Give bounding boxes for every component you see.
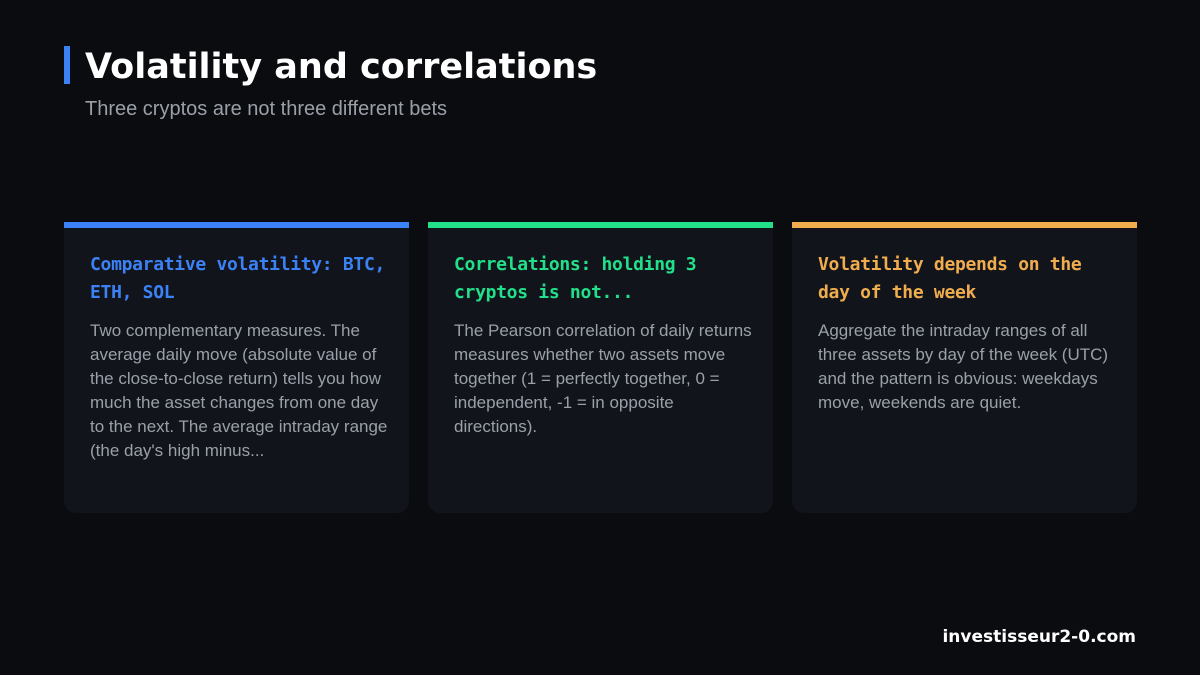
card-accent-bar: [792, 222, 1137, 228]
footer-site-link[interactable]: investisseur2-0.com: [942, 627, 1136, 647]
card-accent-bar: [428, 222, 773, 228]
card-day-of-week[interactable]: Volatility depends on the day of the wee…: [792, 222, 1137, 513]
card-title: Comparative volatility: BTC, ETH, SOL: [90, 254, 386, 303]
card-title: Correlations: holding 3 cryptos is not..…: [454, 254, 697, 303]
card-body: Two complementary measures. The average …: [90, 321, 388, 460]
card-body: Aggregate the intraday ranges of all thr…: [818, 321, 1109, 412]
title-accent-bar: [64, 46, 70, 84]
page-subtitle: Three cryptos are not three different be…: [85, 98, 448, 120]
card-accent-bar: [64, 222, 409, 228]
card-title: Volatility depends on the day of the wee…: [818, 254, 1082, 303]
page-title: Volatility and correlations: [85, 47, 598, 87]
card-body: The Pearson correlation of daily returns…: [454, 321, 752, 436]
cards-row: Comparative volatility: BTC, ETH, SOL Tw…: [64, 222, 1137, 513]
card-correlations[interactable]: Correlations: holding 3 cryptos is not..…: [428, 222, 773, 513]
card-volatility[interactable]: Comparative volatility: BTC, ETH, SOL Tw…: [64, 222, 409, 513]
